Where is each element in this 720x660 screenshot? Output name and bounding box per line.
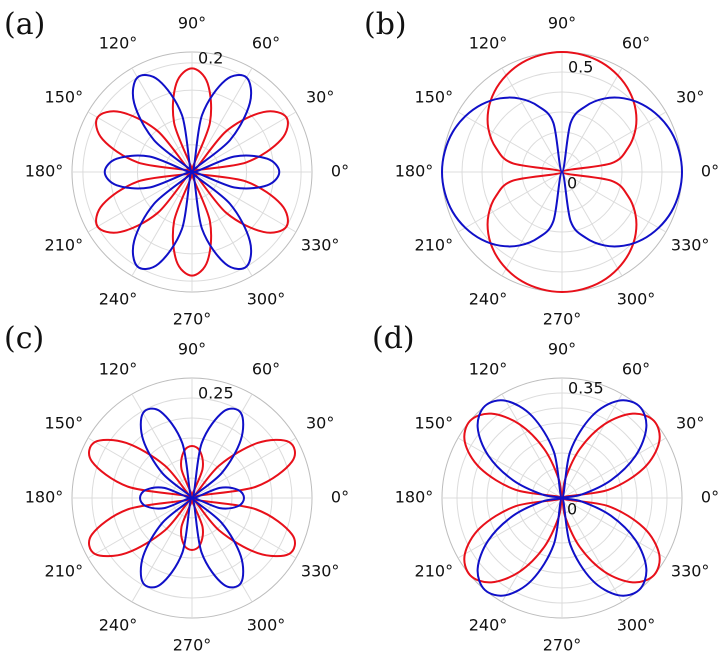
grid-spoke [561, 393, 623, 499]
theta-tick-label: 300° [617, 290, 656, 309]
theta-tick-label: 120° [99, 33, 138, 52]
theta-tick-label: 180° [25, 162, 64, 181]
theta-tick-label: 150° [415, 414, 454, 433]
grid-spoke [457, 437, 563, 499]
theta-tick-label: 300° [247, 290, 286, 309]
grid-ring [91, 397, 293, 599]
theta-tick-label: 210° [45, 236, 84, 255]
grid-ring [82, 62, 302, 282]
panel-label: (d) [372, 321, 415, 356]
grid-spoke [87, 171, 193, 233]
grid-spoke [191, 111, 297, 173]
theta-tick-label: 150° [415, 88, 454, 107]
r-tick-label: 0.35 [568, 379, 604, 398]
theta-tick-label: 0° [331, 162, 349, 181]
grid-spoke [191, 171, 253, 277]
theta-tick-label: 210° [415, 562, 454, 581]
theta-tick-label: 270° [543, 310, 582, 329]
theta-tick-label: 210° [45, 562, 84, 581]
theta-tick-label: 330° [671, 562, 710, 581]
panel-label: (b) [364, 7, 407, 42]
theta-tick-label: 60° [252, 359, 280, 378]
theta-tick-label: 60° [622, 359, 650, 378]
theta-tick-label: 30° [306, 88, 334, 107]
r-tick-label: 0.2 [198, 48, 223, 67]
theta-tick-label: 30° [676, 88, 704, 107]
theta-tick-label: 60° [622, 33, 650, 52]
theta-tick-label: 150° [45, 88, 84, 107]
theta-tick-label: 270° [543, 636, 582, 655]
theta-tick-label: 30° [306, 414, 334, 433]
theta-tick-label: 120° [469, 359, 508, 378]
grid-spoke [191, 171, 297, 233]
theta-tick-label: 0° [331, 488, 349, 507]
theta-tick-label: 330° [301, 562, 340, 581]
grid-spoke [561, 497, 667, 559]
theta-tick-label: 0° [701, 162, 719, 181]
theta-tick-label: 330° [301, 236, 340, 255]
theta-tick-label: 150° [45, 414, 84, 433]
theta-tick-label: 240° [469, 290, 508, 309]
grid-spoke [87, 111, 193, 173]
theta-tick-label: 120° [99, 359, 138, 378]
grid-spoke [457, 497, 563, 559]
theta-tick-label: 240° [99, 290, 138, 309]
theta-tick-label: 180° [395, 488, 434, 507]
theta-tick-label: 90° [178, 340, 206, 359]
theta-tick-label: 180° [395, 162, 434, 181]
theta-tick-label: 180° [25, 488, 64, 507]
grid-ring [456, 392, 668, 604]
grid-ring [461, 71, 663, 273]
grid-spoke [131, 67, 193, 173]
theta-tick-label: 60° [252, 33, 280, 52]
r-tick-label: 0.25 [198, 384, 234, 403]
theta-tick-label: 210° [415, 236, 454, 255]
theta-tick-label: 90° [548, 14, 576, 33]
theta-tick-label: 330° [671, 236, 710, 255]
grid-spoke [191, 67, 253, 173]
series-curve [103, 74, 281, 270]
theta-tick-label: 270° [173, 310, 212, 329]
theta-tick-label: 240° [99, 616, 138, 635]
series-curve [138, 407, 246, 589]
panel-label: (a) [4, 7, 45, 42]
grid-spoke [561, 497, 623, 603]
theta-tick-label: 30° [676, 414, 704, 433]
theta-tick-label: 270° [173, 636, 212, 655]
theta-tick-label: 240° [469, 616, 508, 635]
theta-tick-label: 300° [617, 616, 656, 635]
theta-tick-label: 120° [469, 33, 508, 52]
theta-tick-label: 300° [247, 616, 286, 635]
grid-spoke [501, 393, 563, 499]
panel-label: (c) [4, 321, 44, 356]
series-curve [440, 96, 684, 248]
r-tick-label: 0 [567, 500, 577, 519]
r-tick-label: 0.5 [568, 58, 593, 77]
series-curve [476, 399, 648, 597]
grid-spoke [561, 437, 667, 499]
grid-spoke [501, 497, 563, 603]
grid-spoke [131, 171, 193, 277]
theta-tick-label: 90° [178, 14, 206, 33]
theta-tick-label: 90° [548, 340, 576, 359]
theta-tick-label: 0° [701, 488, 719, 507]
r-tick-label: 0 [567, 174, 577, 193]
